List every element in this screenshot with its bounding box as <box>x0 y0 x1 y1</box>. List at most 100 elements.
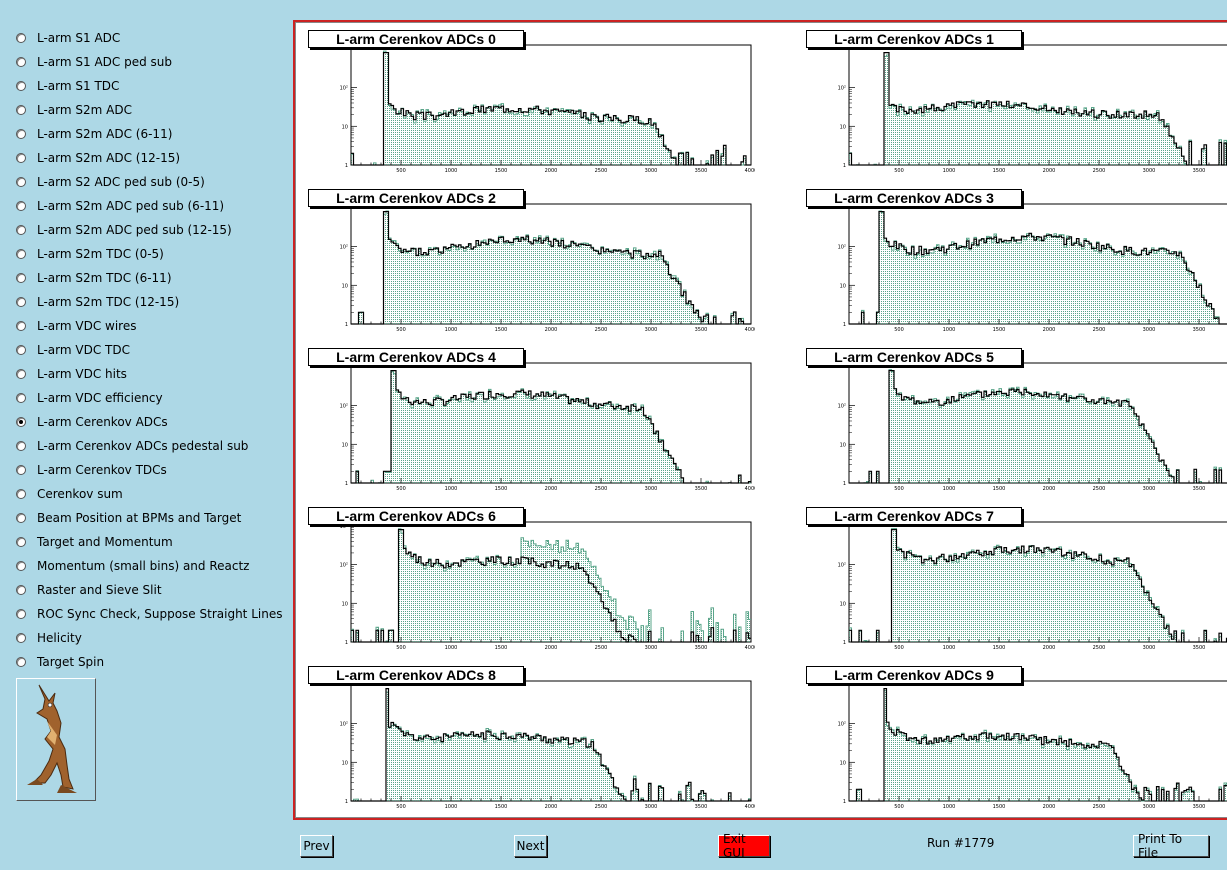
x-tick-label: 1000 <box>943 327 956 333</box>
radio-option[interactable]: L-arm S2m ADC ped sub (6-11) <box>16 196 224 216</box>
radio-button[interactable] <box>16 249 26 259</box>
histogram-line <box>849 370 1227 484</box>
radio-option[interactable]: L-arm S2m ADC (12-15) <box>16 148 180 168</box>
radio-button[interactable] <box>16 369 26 379</box>
radio-button[interactable] <box>16 561 26 571</box>
prev-button[interactable]: Prev <box>300 835 333 857</box>
y-tick-label: 10 <box>342 124 348 130</box>
x-tick-label: 3000 <box>645 804 658 810</box>
radio-button[interactable] <box>16 441 26 451</box>
radio-option[interactable]: Momentum (small bins) and Reactz <box>16 556 249 576</box>
radio-option[interactable]: Raster and Sieve Slit <box>16 580 162 600</box>
radio-option-label: Momentum (small bins) and Reactz <box>37 559 250 573</box>
radio-option[interactable]: L-arm Cerenkov TDCs <box>16 460 167 480</box>
radio-button[interactable] <box>16 105 26 115</box>
radio-option-label: L-arm S2m ADC (12-15) <box>37 151 181 165</box>
x-tick-label: 1000 <box>445 327 458 333</box>
x-tick-label: 1500 <box>495 486 508 492</box>
radio-button[interactable] <box>16 177 26 187</box>
radio-option-label: L-arm S2m TDC (12-15) <box>37 295 180 309</box>
radio-option[interactable]: L-arm S1 TDC <box>16 76 119 96</box>
histogram-panel: 500100015002000250030003500400011010²L-a… <box>793 30 1227 185</box>
radio-option-label: L-arm Cerenkov ADCs <box>37 415 168 429</box>
radio-button[interactable] <box>16 585 26 595</box>
radio-button[interactable] <box>16 33 26 43</box>
histogram-panel: 500 1000 1500 2000 2500 3000 3500 4000 1 10 10² 10³… <box>295 507 755 662</box>
y-tick-label: 1 <box>843 640 846 646</box>
x-tick-label: 2500 <box>1093 645 1106 651</box>
x-tick-label: 4000 <box>745 804 755 810</box>
radio-option[interactable]: L-arm S2m ADC <box>16 100 132 120</box>
radio-option[interactable]: Beam Position at BPMs and Target <box>16 508 241 528</box>
radio-button[interactable] <box>16 273 26 283</box>
y-tick-label: 10² <box>838 245 846 251</box>
radio-option[interactable]: L-arm S2m TDC (6-11) <box>16 268 172 288</box>
radio-option[interactable]: L-arm S1 ADC <box>16 28 120 48</box>
next-button[interactable]: Next <box>514 835 547 857</box>
radio-option[interactable]: L-arm S1 ADC ped sub <box>16 52 172 72</box>
radio-option[interactable]: L-arm S2m ADC (6-11) <box>16 124 172 144</box>
radio-option-label: L-arm VDC TDC <box>37 343 130 357</box>
radio-button[interactable] <box>16 657 26 667</box>
radio-option[interactable]: L-arm S2m TDC (0-5) <box>16 244 164 264</box>
radio-button[interactable] <box>16 489 26 499</box>
x-tick-label: 2000 <box>545 645 558 651</box>
x-tick-label: 3000 <box>1143 486 1156 492</box>
radio-button[interactable] <box>16 153 26 163</box>
histogram-line <box>351 529 751 643</box>
radio-button[interactable] <box>16 129 26 139</box>
radio-button[interactable] <box>16 393 26 403</box>
x-tick-label: 1000 <box>943 804 956 810</box>
x-tick-label: 2000 <box>545 486 558 492</box>
radio-button[interactable] <box>16 57 26 67</box>
histogram-title: L-arm Cerenkov ADCs 1 <box>806 30 1022 48</box>
radio-button[interactable] <box>16 201 26 211</box>
radio-button[interactable] <box>16 81 26 91</box>
x-tick-label: 4000 <box>745 645 755 651</box>
radio-button[interactable] <box>16 537 26 547</box>
x-tick-label: 2000 <box>545 804 558 810</box>
y-tick-label: 10² <box>340 245 348 251</box>
print-to-file-button[interactable]: Print To File <box>1133 832 1209 860</box>
histogram-panel: 500100015002000250030003500400011010²L-a… <box>793 507 1227 662</box>
y-tick-label: 1 <box>843 799 846 805</box>
radio-option[interactable]: L-arm S2m ADC ped sub (12-15) <box>16 220 232 240</box>
x-tick-label: 3000 <box>1143 645 1156 651</box>
radio-option[interactable]: L-arm S2 ADC ped sub (0-5) <box>16 172 205 192</box>
exit-gui-button[interactable]: Exit GUI <box>718 832 770 860</box>
x-tick-label: 3000 <box>645 486 658 492</box>
radio-option[interactable]: Cerenkov sum <box>16 484 123 504</box>
x-tick-label: 500 <box>396 645 406 651</box>
radio-button[interactable] <box>16 633 26 643</box>
histogram-plot: 500100015002000250030003500400011010² <box>838 521 1227 651</box>
radio-button[interactable] <box>16 513 26 523</box>
radio-button[interactable] <box>16 465 26 475</box>
radio-button[interactable] <box>16 297 26 307</box>
radio-option[interactable]: ROC Sync Check, Suppose Straight Lines <box>16 604 282 624</box>
radio-option[interactable]: Helicity <box>16 628 82 648</box>
x-tick-label: 3500 <box>695 645 708 651</box>
x-tick-label: 500 <box>396 327 406 333</box>
radio-option[interactable]: L-arm VDC efficiency <box>16 388 163 408</box>
x-tick-label: 3500 <box>1193 327 1206 333</box>
radio-option[interactable]: L-arm VDC TDC <box>16 340 130 360</box>
x-tick-label: 3000 <box>645 645 658 651</box>
x-tick-label: 3500 <box>1193 168 1206 174</box>
radio-button[interactable] <box>16 609 26 619</box>
radio-option[interactable]: L-arm Cerenkov ADCs pedestal sub <box>16 436 248 456</box>
histogram-panel: 500100015002000250030003500400011010²L-a… <box>295 666 755 818</box>
x-tick-label: 500 <box>894 168 904 174</box>
x-tick-label: 3000 <box>1143 168 1156 174</box>
radio-option[interactable]: L-arm S2m TDC (12-15) <box>16 292 179 312</box>
radio-button[interactable] <box>16 321 26 331</box>
radio-option[interactable]: L-arm VDC hits <box>16 364 127 384</box>
radio-option[interactable]: Target Spin <box>16 652 104 672</box>
radio-option[interactable]: L-arm Cerenkov ADCs <box>16 412 168 432</box>
radio-button-selected[interactable] <box>16 417 26 427</box>
radio-button[interactable] <box>16 225 26 235</box>
radio-button[interactable] <box>16 345 26 355</box>
radio-option[interactable]: Target and Momentum <box>16 532 173 552</box>
histogram-reference-fill <box>351 51 751 165</box>
y-tick-label: 1 <box>345 322 348 328</box>
radio-option[interactable]: L-arm VDC wires <box>16 316 136 336</box>
